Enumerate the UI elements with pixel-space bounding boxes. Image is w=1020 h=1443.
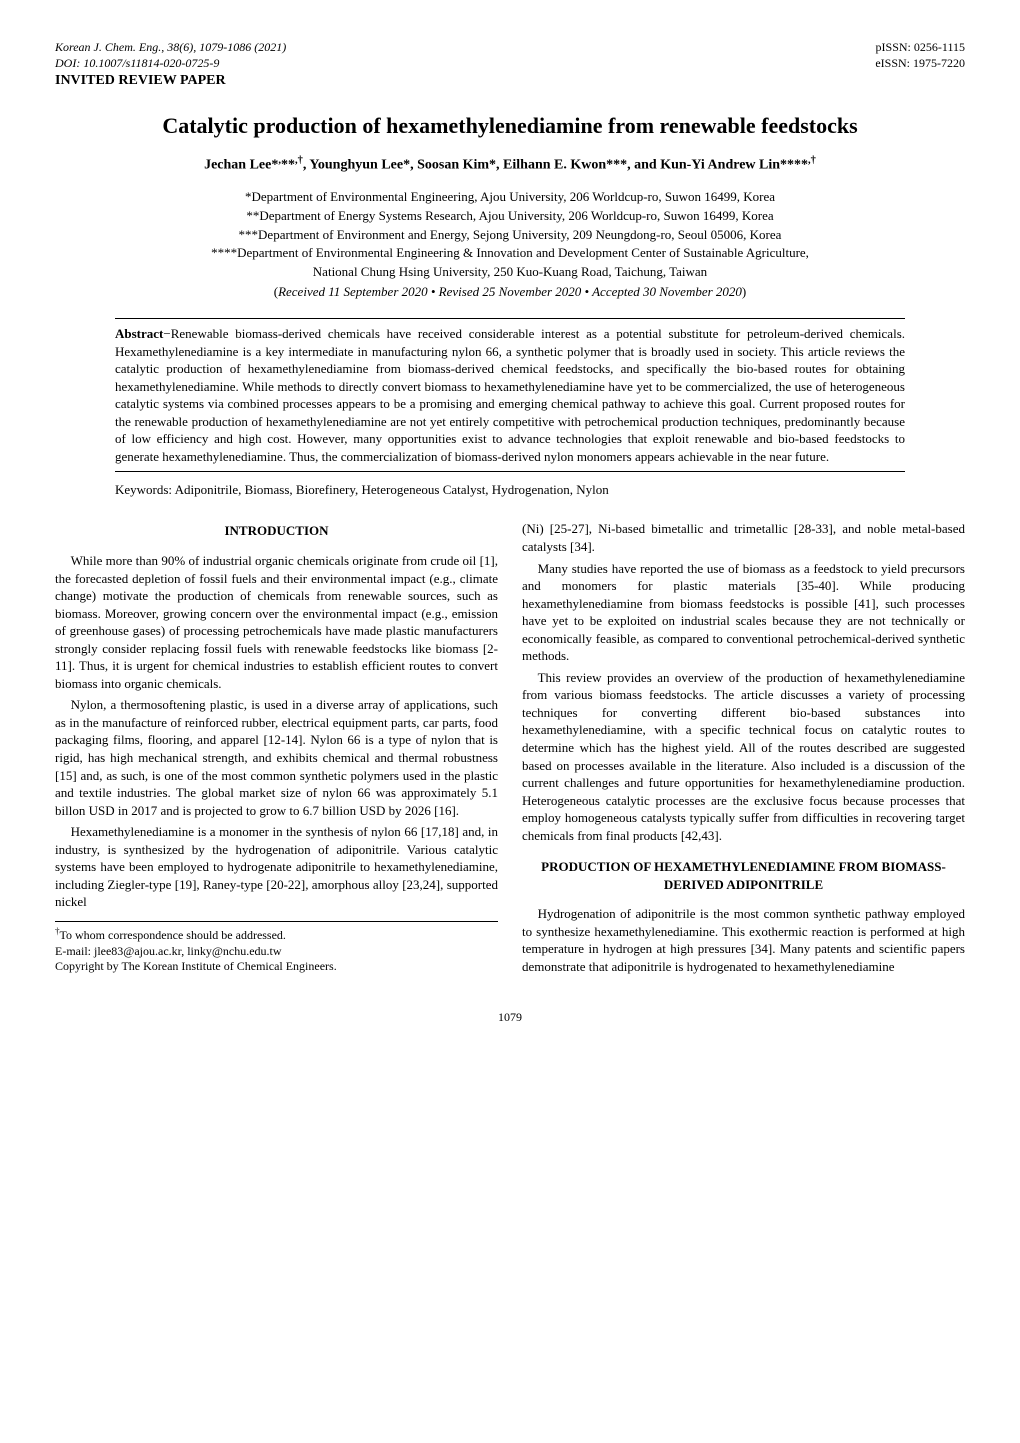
journal-pissn: pISSN: 0256-1115 xyxy=(875,40,965,56)
intro-para-6: This review provides an overview of the … xyxy=(522,669,965,844)
journal-eissn: eISSN: 1975-7220 xyxy=(875,56,965,72)
right-column: (Ni) [25-27], Ni-based bimetallic and tr… xyxy=(522,520,965,979)
article-title: Catalytic production of hexamethylenedia… xyxy=(55,113,965,139)
footnote-corresponding: †To whom correspondence should be addres… xyxy=(55,926,498,944)
affiliation-3: ***Department of Environment and Energy,… xyxy=(55,226,965,245)
journal-doi: DOI: 10.1007/s11814-020-0725-9 xyxy=(55,56,286,72)
journal-header-left: Korean J. Chem. Eng., 38(6), 1079-1086 (… xyxy=(55,40,286,71)
journal-citation: Korean J. Chem. Eng., 38(6), 1079-1086 (… xyxy=(55,40,286,56)
article-dates: (Received 11 September 2020 • Revised 25… xyxy=(55,284,965,300)
footnote-email: E-mail: jlee83@ajou.ac.kr, linky@nchu.ed… xyxy=(55,944,498,960)
abstract-label: Abstract− xyxy=(115,326,171,341)
journal-header: Korean J. Chem. Eng., 38(6), 1079-1086 (… xyxy=(55,40,965,71)
intro-para-3: Hexamethylenediamine is a monomer in the… xyxy=(55,823,498,911)
affiliation-5: National Chung Hsing University, 250 Kuo… xyxy=(55,263,965,282)
footnote-copyright: Copyright by The Korean Institute of Che… xyxy=(55,959,498,975)
abstract-text: Abstract−Renewable biomass-derived chemi… xyxy=(115,325,905,465)
intro-para-5: Many studies have reported the use of bi… xyxy=(522,560,965,665)
page-number: 1079 xyxy=(55,1010,965,1025)
paper-type-label: INVITED REVIEW PAPER xyxy=(55,73,965,89)
intro-para-2: Nylon, a thermosoftening plastic, is use… xyxy=(55,696,498,819)
abstract-body: Renewable biomass-derived chemicals have… xyxy=(115,326,905,464)
keywords-line: Keywords: Adiponitrile, Biomass, Biorefi… xyxy=(115,482,905,498)
left-column: INTRODUCTION While more than 90% of indu… xyxy=(55,520,498,979)
journal-header-right: pISSN: 0256-1115 eISSN: 1975-7220 xyxy=(875,40,965,71)
affiliation-2: **Department of Energy Systems Research,… xyxy=(55,207,965,226)
affiliation-4: ****Department of Environmental Engineer… xyxy=(55,244,965,263)
intro-para-4: (Ni) [25-27], Ni-based bimetallic and tr… xyxy=(522,520,965,555)
affiliation-1: *Department of Environmental Engineering… xyxy=(55,188,965,207)
body-columns: INTRODUCTION While more than 90% of indu… xyxy=(55,520,965,979)
affiliations-block: *Department of Environmental Engineering… xyxy=(55,188,965,282)
section2-para-1: Hydrogenation of adiponitrile is the mos… xyxy=(522,905,965,975)
section2-heading: PRODUCTION OF HEXAMETHYLENEDIAMINE FROM … xyxy=(522,858,965,893)
intro-heading: INTRODUCTION xyxy=(55,522,498,540)
abstract-box: Abstract−Renewable biomass-derived chemi… xyxy=(115,318,905,472)
footnote-separator xyxy=(55,921,498,922)
intro-para-1: While more than 90% of industrial organi… xyxy=(55,552,498,692)
author-list: Jechan Lee*,**,†, Younghyun Lee*, Soosan… xyxy=(55,155,965,174)
